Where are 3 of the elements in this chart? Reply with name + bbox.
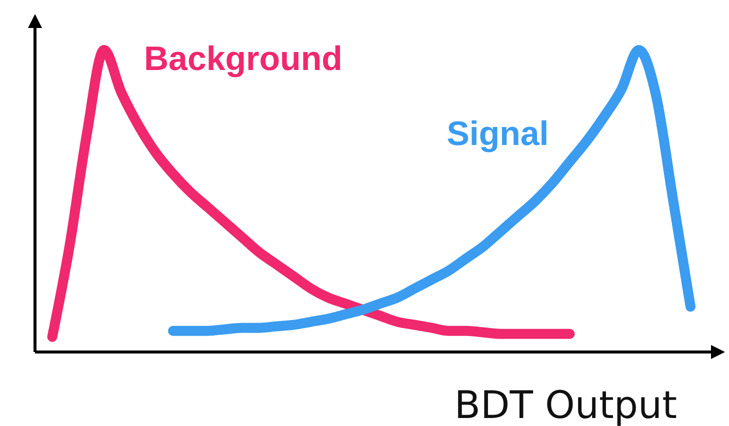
series-label: Signal <box>446 115 549 153</box>
series-label: Background <box>144 40 342 78</box>
x-axis-title: BDT Output <box>454 383 677 426</box>
